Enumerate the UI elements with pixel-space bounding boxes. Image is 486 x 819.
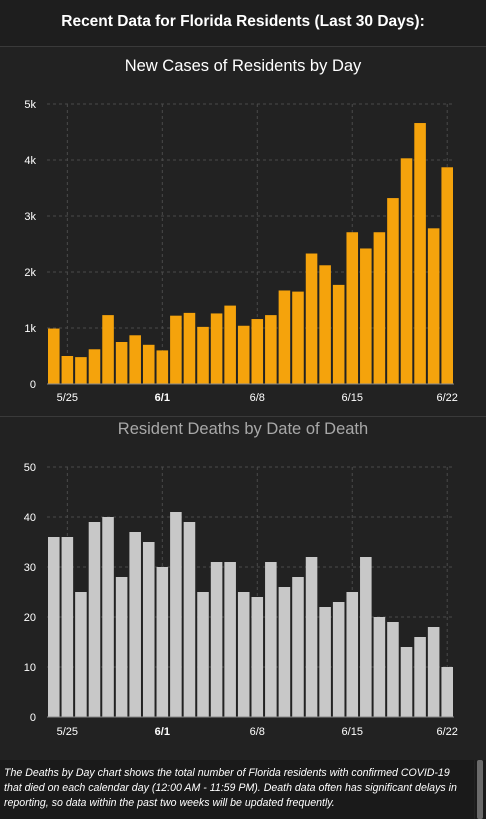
cases-chart[interactable]: 0 1k 2k 3k 4k 5k 5/25 6/1 6/8 6/15 6/22 bbox=[0, 90, 486, 415]
x-tick-label: 5/25 bbox=[57, 726, 78, 738]
y-tick-label: 4k bbox=[24, 155, 36, 167]
bar[interactable] bbox=[102, 517, 114, 717]
y-tick-label: 0 bbox=[30, 379, 36, 391]
y-tick-label: 5k bbox=[24, 99, 36, 111]
y-tick-label: 3k bbox=[24, 211, 36, 223]
bar[interactable] bbox=[346, 232, 359, 384]
bar[interactable] bbox=[61, 537, 74, 717]
bar[interactable] bbox=[142, 344, 155, 384]
bar[interactable] bbox=[183, 312, 196, 384]
bar[interactable] bbox=[88, 349, 101, 384]
bar[interactable] bbox=[129, 335, 141, 384]
x-tick-label: 6/22 bbox=[437, 726, 458, 738]
bar[interactable] bbox=[292, 577, 304, 717]
chart-description-text: The Deaths by Day chart shows the total … bbox=[4, 767, 457, 809]
bar[interactable] bbox=[441, 167, 453, 384]
bar[interactable] bbox=[441, 667, 453, 717]
x-tick-label: 6/1 bbox=[155, 392, 170, 404]
scrollbar[interactable] bbox=[475, 760, 486, 819]
bar[interactable] bbox=[387, 198, 399, 384]
y-tick-label: 50 bbox=[24, 462, 36, 474]
y-tick-label: 1k bbox=[24, 323, 36, 335]
bar[interactable] bbox=[75, 357, 87, 384]
x-tick-label: 6/15 bbox=[342, 726, 363, 738]
bar[interactable] bbox=[373, 232, 386, 384]
bar[interactable] bbox=[224, 562, 236, 717]
bar[interactable] bbox=[210, 313, 223, 384]
bar[interactable] bbox=[115, 577, 128, 717]
bar[interactable] bbox=[346, 592, 359, 717]
panel-divider bbox=[0, 46, 486, 47]
bar[interactable] bbox=[88, 522, 101, 717]
x-tick-label: 5/25 bbox=[57, 392, 78, 404]
bar[interactable] bbox=[265, 562, 277, 717]
bar[interactable] bbox=[237, 325, 250, 384]
bar[interactable] bbox=[400, 647, 413, 717]
bar[interactable] bbox=[48, 328, 60, 384]
bar[interactable] bbox=[278, 587, 291, 717]
x-tick-label: 6/15 bbox=[342, 392, 363, 404]
bar[interactable] bbox=[251, 319, 264, 384]
bar[interactable] bbox=[170, 315, 182, 384]
x-tick-label: 6/8 bbox=[250, 392, 265, 404]
bar[interactable] bbox=[237, 592, 250, 717]
bar[interactable] bbox=[251, 597, 264, 717]
chart-description: The Deaths by Day chart shows the total … bbox=[0, 760, 474, 819]
cases-chart-title: New Cases of Residents by Day bbox=[124, 57, 362, 75]
bar[interactable] bbox=[373, 617, 386, 717]
bar[interactable] bbox=[102, 315, 114, 384]
scrollbar-thumb[interactable] bbox=[477, 760, 483, 819]
bar[interactable] bbox=[61, 356, 74, 384]
bar[interactable] bbox=[427, 627, 440, 717]
deaths-chart[interactable]: 0 10 20 30 40 50 5/25 6/1 6/8 6/15 6/22 bbox=[0, 452, 486, 752]
bar[interactable] bbox=[292, 291, 304, 384]
bar[interactable] bbox=[75, 592, 87, 717]
bar[interactable] bbox=[319, 265, 331, 384]
bar[interactable] bbox=[387, 622, 399, 717]
y-tick-label: 10 bbox=[24, 662, 36, 674]
bar[interactable] bbox=[414, 637, 426, 717]
bar[interactable] bbox=[197, 326, 209, 384]
bar[interactable] bbox=[156, 567, 169, 717]
bar[interactable] bbox=[170, 512, 182, 717]
y-tick-label: 40 bbox=[24, 512, 36, 524]
bar[interactable] bbox=[360, 248, 372, 384]
bar[interactable] bbox=[305, 557, 318, 717]
bar[interactable] bbox=[142, 542, 155, 717]
bar[interactable] bbox=[332, 284, 345, 384]
x-tick-label: 6/1 bbox=[155, 726, 170, 738]
bar[interactable] bbox=[319, 607, 331, 717]
page-title: Recent Data for Florida Residents (Last … bbox=[61, 13, 425, 30]
x-tick-label: 6/8 bbox=[250, 726, 265, 738]
y-tick-label: 2k bbox=[24, 267, 36, 279]
bar[interactable] bbox=[414, 123, 426, 384]
bar[interactable] bbox=[305, 253, 318, 384]
bar[interactable] bbox=[332, 602, 345, 717]
bar[interactable] bbox=[115, 342, 128, 384]
x-tick-label: 6/22 bbox=[437, 392, 458, 404]
bar[interactable] bbox=[265, 315, 277, 384]
bar[interactable] bbox=[48, 537, 60, 717]
bar[interactable] bbox=[129, 532, 141, 717]
bar[interactable] bbox=[156, 350, 169, 384]
y-tick-label: 20 bbox=[24, 612, 36, 624]
bar[interactable] bbox=[183, 522, 196, 717]
page-header: Recent Data for Florida Residents (Last … bbox=[0, 0, 486, 46]
bar[interactable] bbox=[278, 290, 291, 384]
y-tick-label: 30 bbox=[24, 562, 36, 574]
bar[interactable] bbox=[360, 557, 372, 717]
bar[interactable] bbox=[224, 305, 236, 384]
y-tick-label: 0 bbox=[30, 712, 36, 724]
deaths-chart-title: Resident Deaths by Date of Death bbox=[117, 420, 369, 438]
bar[interactable] bbox=[427, 228, 440, 384]
bar[interactable] bbox=[197, 592, 209, 717]
bar[interactable] bbox=[210, 562, 223, 717]
bar[interactable] bbox=[400, 158, 413, 384]
panel-divider bbox=[0, 416, 486, 417]
